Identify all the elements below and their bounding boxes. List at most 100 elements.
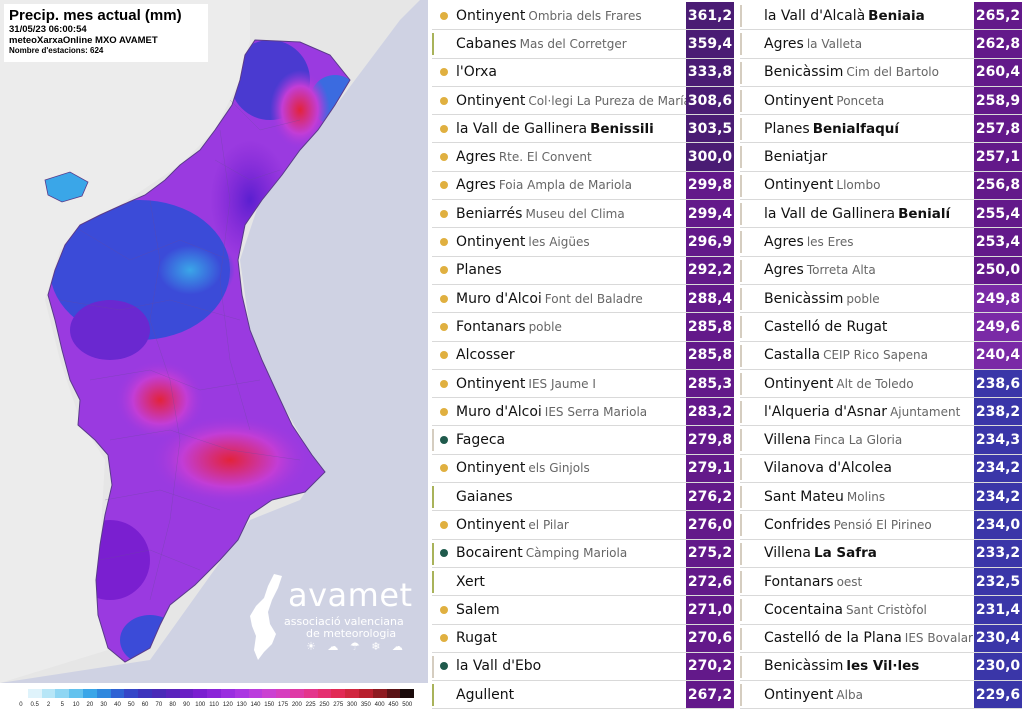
station-type-dot-icon [440,40,448,48]
legend-labels: 0 0.5 2 5 10 20 30 40 50 60 70 80 90 100 110 120 130 140 1… [14,702,414,712]
station-name: Fageca [456,432,686,448]
ranking-row: Benicàssim poble 249,8 [740,284,1022,314]
station-town: Ontinyent [456,516,526,533]
row-marker-bar [432,684,434,707]
row-marker-bar [740,89,742,112]
row-marker-bar [740,429,742,452]
row-marker-bar [740,599,742,622]
precipitation-value: 249,8 [974,284,1022,313]
row-marker-bar [432,118,434,140]
weather-icons: ☀ ☁ ☂ ❄ ☁ [306,640,407,653]
ranking-row: Ontinyent el Pilar 276,0 [432,511,734,540]
legend-label: 50 [127,702,135,708]
station-name: Ontinyent els Ginjols [456,460,686,476]
station-type-dot-icon [440,520,448,529]
precipitation-value: 285,3 [686,369,734,398]
station-name: Muro d'Alcoi IES Serra Mariola [456,404,686,420]
precipitation-value: 260,4 [974,58,1022,86]
station-name: Villena Finca La Gloria [764,432,974,448]
station-place: el Pilar [528,517,569,532]
station-name: Rugat [456,630,686,646]
station-type-dot-icon [440,407,448,416]
row-marker-bar [432,146,434,168]
station-place: les Eres [806,235,854,250]
station-place: Col·legi La Pureza de María [528,93,686,108]
station-town: la Vall d'Ebo [456,658,542,675]
row-marker-bar [740,570,742,593]
logo-subtitle-line2: de meteorologia [306,627,397,640]
logo-wordmark: avamet [288,576,413,614]
station-place: Rte. El Convent [498,150,592,165]
legend-label: 70 [155,702,163,708]
precipitation-value: 238,2 [974,398,1022,426]
station-name: Beniatjar [764,149,974,165]
station-type-dot-icon [440,379,448,388]
station-name: Ontinyent les Aigües [456,234,686,250]
station-name: Ontinyent IES Jaume I [456,376,686,392]
ranking-row: Ontinyent les Aigües 296,9 [432,228,734,257]
row-marker-bar [740,61,742,84]
legend-swatch [124,689,139,698]
row-marker-bar [432,373,434,395]
ranking-row: Cabanes Mas del Corretger 359,4 [432,30,734,59]
legend-swatch [303,689,318,698]
station-type-dot-icon [748,634,756,642]
legend-label: 140 [250,702,261,708]
station-place: la Valleta [806,36,863,51]
legend-label: 110 [209,702,219,708]
station-place: poble [528,319,562,334]
ranking-column-left: Ontinyent Ombria dels Frares 361,2 Cabanes M… [432,2,734,718]
ranking-row: la Vall de Gallinera Benissili 303,5 [432,115,734,144]
row-marker-bar [740,259,742,282]
legend-swatch [289,689,304,698]
station-type-dot-icon [748,408,756,416]
station-name: Confrides Pensió El Pirineo [764,517,974,533]
station-town: la Vall d'Alcalà [764,7,866,24]
ranking-row: la Vall d'Ebo 270,2 [432,652,734,682]
precipitation-value: 267,2 [686,681,734,709]
station-type-dot-icon [748,238,756,246]
precipitation-value: 279,8 [686,426,734,454]
ranking-column-right: la Vall d'Alcalà Beniaia 265,2 Agres la Vall… [740,2,1022,718]
station-place: Benissili [590,120,654,137]
station-town: Ontinyent [456,460,526,477]
precipitation-value: 333,8 [686,58,734,86]
ranking-row: Ontinyent Ombria dels Frares 361,2 [432,2,734,31]
legend-label: 130 [236,702,247,708]
ranking-row: Villena La Safra 233,2 [740,539,1022,568]
legend-label: 300 [347,702,358,708]
map-station-count: Nombre d'estacions: 624 [9,46,104,55]
legend-swatch [207,689,221,698]
row-marker-bar [740,655,742,678]
precipitation-value: 240,4 [974,341,1022,369]
station-town: Cabanes [456,35,517,52]
station-town: Confrides [764,516,831,533]
color-scale-legend: 0 0.5 2 5 10 20 30 40 50 60 70 80 90 100 110 120 130 140 1… [0,683,428,722]
precipitation-value: 276,0 [686,511,734,539]
legend-label: 20 [86,702,94,708]
station-place: Molins [846,489,886,504]
station-type-dot-icon [440,181,448,190]
precipitation-value: 229,6 [974,681,1022,709]
precipitation-value: 285,8 [686,341,734,369]
ranking-row: Xert 272,6 [432,567,734,597]
legend-label: 60 [141,702,149,708]
station-name: Cabanes Mas del Corretger [456,36,686,52]
station-place: Benialfaquí [812,120,900,137]
precipitation-value: 234,3 [974,426,1022,454]
legend-label: 120 [222,702,233,708]
legend-swatch [138,689,152,698]
precipitation-value: 250,0 [974,256,1022,284]
station-type-dot-icon [748,68,756,76]
ranking-row: Confrides Pensió El Pirineo 234,0 [740,511,1022,540]
legend-swatch [248,689,263,698]
station-type-dot-icon [748,464,756,472]
row-marker-bar [432,5,434,27]
station-name: Fontanars oest [764,574,974,590]
station-name: Ontinyent Llombo [764,177,974,193]
legend-label: 225 [305,702,316,708]
station-place: Benialí [898,205,951,222]
row-marker-bar [740,5,742,27]
legend-swatch [14,689,28,698]
station-town: l'Alqueria d'Asnar [764,403,888,420]
